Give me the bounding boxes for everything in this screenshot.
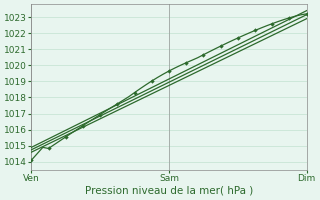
Point: [201, 53, 206, 56]
X-axis label: Pression niveau de la mer( hPa ): Pression niveau de la mer( hPa ): [85, 186, 253, 196]
Point: [218, 44, 223, 48]
Point: [149, 79, 154, 83]
Point: [63, 135, 68, 139]
Point: [304, 12, 309, 15]
Point: [98, 113, 103, 116]
Point: [115, 102, 120, 105]
Point: [184, 61, 189, 64]
Point: [287, 16, 292, 19]
Point: [166, 69, 172, 73]
Point: [252, 29, 258, 32]
Point: [235, 36, 240, 40]
Point: [132, 91, 137, 94]
Point: [80, 124, 85, 127]
Point: [29, 159, 34, 162]
Point: [270, 22, 275, 25]
Point: [46, 147, 51, 150]
